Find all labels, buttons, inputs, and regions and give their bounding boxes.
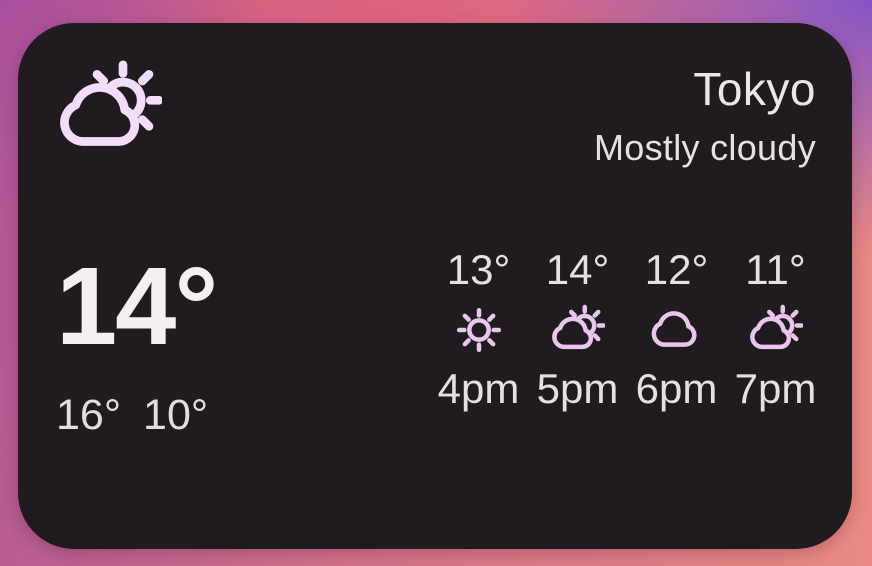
hourly-temp: 12° bbox=[644, 246, 709, 293]
hourly-time: 7pm bbox=[734, 365, 817, 412]
hourly-item: 13° bbox=[430, 247, 527, 413]
condition-label: Mostly cloudy bbox=[594, 127, 816, 168]
location-label: Tokyo bbox=[693, 63, 816, 115]
hourly-forecast: 13° bbox=[430, 247, 824, 413]
hourly-temp: 13° bbox=[446, 246, 511, 293]
hourly-temp: 11° bbox=[745, 246, 806, 293]
current-conditions: 14° 16° 10° bbox=[56, 245, 218, 440]
hourly-item: 12° 6pm bbox=[628, 247, 725, 413]
hourly-temp: 14° bbox=[545, 246, 610, 293]
high-temp: 16° bbox=[56, 391, 122, 439]
low-temp: 10° bbox=[143, 391, 209, 439]
location-block: Tokyo Mostly cloudy bbox=[594, 63, 816, 171]
hourly-time: 4pm bbox=[437, 365, 520, 412]
weather-widget[interactable]: Tokyo Mostly cloudy 14° 16° 10° 13° bbox=[18, 23, 852, 549]
partly-cloudy-icon bbox=[58, 57, 162, 161]
current-temp: 14° bbox=[56, 245, 218, 368]
sunny-icon bbox=[452, 303, 506, 357]
cloudy-icon bbox=[650, 303, 704, 357]
hourly-time: 5pm bbox=[536, 365, 619, 412]
high-low-temps: 16° 10° bbox=[56, 391, 216, 440]
hourly-item: 11° 7pm bbox=[727, 247, 824, 413]
partly-cloudy-icon bbox=[749, 303, 803, 357]
hourly-time: 6pm bbox=[635, 365, 718, 412]
partly-cloudy-icon bbox=[551, 303, 605, 357]
hourly-item: 14° 5pm bbox=[529, 247, 626, 413]
